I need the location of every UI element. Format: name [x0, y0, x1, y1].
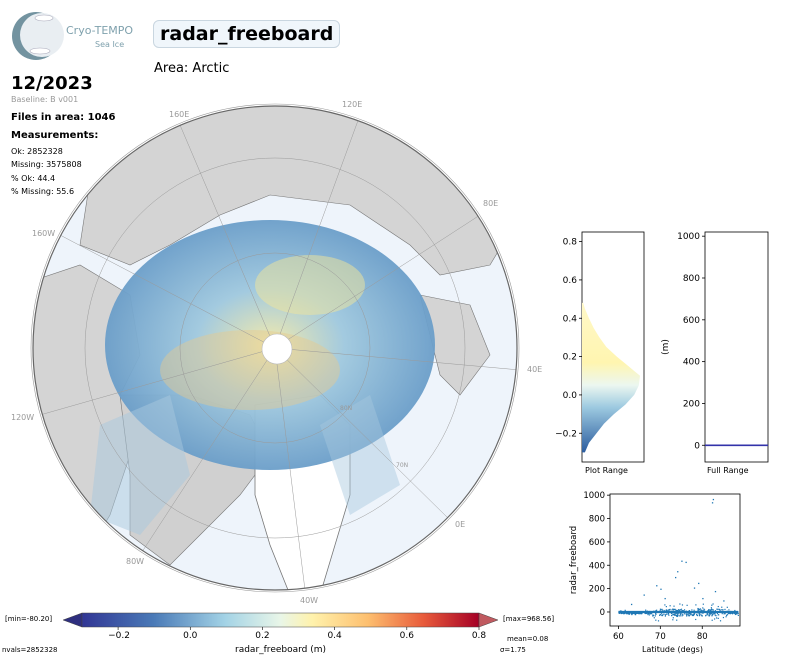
histogram-ytick-label: −0.2 [555, 429, 577, 439]
histogram-ytick-label: 0.0 [563, 391, 578, 401]
full-range-ytick-label: 800 [683, 274, 700, 284]
full-range-ytick-label: 0 [694, 441, 700, 451]
land-scandinavia [419, 294, 491, 396]
colorbar [62, 612, 499, 630]
colorbar-mean-text: mean=0.08 [507, 635, 549, 643]
lon-label-160e: 160E [169, 110, 190, 119]
lon-label-120e: 120E [342, 100, 363, 109]
colorbar-tick-label: 0.8 [471, 631, 487, 641]
scatter-point [677, 571, 679, 573]
measurements-heading: Measurements: [11, 130, 99, 141]
lat-label-80n: 80N [340, 405, 353, 412]
scatter-point [656, 585, 658, 587]
variable-title: radar_freeboard [153, 20, 341, 48]
full-range-ytick-label: 1000 [677, 232, 700, 242]
lon-label-80w: 80W [126, 557, 145, 566]
scatter-xlabel: Latitude (degs) [642, 645, 703, 654]
full-range-ytick-label: 600 [683, 316, 700, 326]
colorbar-tick-label: 0.2 [255, 631, 270, 641]
full-range-ytick-label: 400 [683, 358, 700, 368]
files-count: Files in area: 1046 [11, 112, 116, 123]
area-label: Area: Arctic [154, 61, 230, 76]
lon-label-40w: 40W [300, 596, 319, 605]
latitude-scatter-plot: 0 200 400 600 800 1000 60 70 80 radar_freeboard [569, 491, 741, 642]
colorbar-tick-label: 0.0 [183, 631, 198, 641]
logo-subtitle: Sea Ice [95, 40, 125, 49]
lon-label-160w: 160W [32, 229, 56, 238]
scatter-xtick-label: 60 [613, 632, 624, 642]
measurements-pct-missing: % Missing: 55.6 [11, 187, 75, 196]
scatter-point [643, 594, 645, 596]
full-range-ytick-label: 200 [683, 399, 700, 409]
measurements-missing: Missing: 3575808 [11, 160, 82, 169]
full-range-label: Full Range [707, 466, 749, 475]
scatter-point [675, 576, 677, 579]
lon-label-120w: 120W [11, 413, 35, 422]
measurements-ok: Ok: 2852328 [11, 147, 63, 156]
lon-label-40e: 40E [527, 365, 543, 374]
histogram-ytick-label: 0.2 [563, 353, 577, 363]
scatter-ytick-label: 1000 [583, 491, 605, 501]
lon-label-80e: 80E [483, 199, 499, 208]
scatter-point [630, 603, 633, 606]
colorbar-tick-label: 0.4 [327, 631, 342, 641]
scatter-point [681, 560, 683, 562]
scatter-point [702, 597, 704, 600]
polar-map [30, 103, 520, 593]
scatter-ytick-label: 800 [589, 515, 605, 525]
colorbar-label: radar_freeboard (m) [235, 645, 327, 655]
colorbar-max-arrow [478, 612, 499, 628]
date-label: 12/2023 [11, 73, 93, 94]
plot-range-histogram: −0.2 0.0 0.2 0.4 0.6 0.8 [555, 231, 645, 463]
scatter-ytick-label: 400 [589, 561, 605, 571]
colorbar-tick-label: −0.2 [108, 631, 130, 641]
colorbar-nvals-text: nvals=2852328 [2, 646, 58, 654]
scatter-point [723, 600, 725, 602]
colorbar-min-arrow [62, 612, 83, 628]
full-range-frame [704, 231, 769, 463]
histogram-ytick-label: 0.8 [563, 238, 578, 248]
logo-name: Cryo-TEMPO [66, 24, 134, 37]
scatter-frame [609, 493, 741, 627]
plot-range-label: Plot Range [585, 466, 628, 475]
full-range-ylabel: (m) [661, 339, 671, 355]
scatter-ytick-label: 0 [600, 608, 605, 618]
cryo-tempo-logo [12, 12, 64, 60]
scatter-ylabel: radar_freeboard [569, 526, 579, 594]
scatter-point [711, 502, 714, 504]
lon-label-0e: 0E [455, 520, 466, 529]
scatter-ytick-label: 600 [589, 538, 605, 548]
scatter-xtick-label: 80 [697, 632, 708, 642]
lat-label-70n: 70N [396, 462, 409, 469]
scatter-point [664, 597, 666, 600]
scatter-point [660, 588, 662, 590]
scatter-ytick-label: 200 [589, 585, 605, 595]
full-range-plot: 0 200 400 600 800 1000 (m) [661, 231, 769, 463]
colorbar-max-text: [max=968.56] [503, 615, 555, 623]
histogram-ytick-label: 0.4 [563, 314, 578, 324]
baseline-label: Baseline: B v001 [11, 95, 79, 104]
scatter-point [714, 590, 717, 593]
colorbar-min-text: [min=-80.20] [5, 615, 53, 623]
histogram-area [582, 302, 640, 453]
histogram-ytick-label: 0.6 [563, 276, 578, 286]
scatter-xtick-label: 70 [655, 632, 666, 642]
colorbar-sigma-text: σ=1.75 [500, 646, 526, 654]
scatter-point [712, 498, 715, 501]
pole-hole [261, 333, 293, 365]
measurements-pct-ok: % Ok: 44.4 [11, 174, 56, 183]
colorbar-tick-label: 0.6 [399, 631, 414, 641]
scatter-point [685, 561, 687, 564]
colorbar-gradient [81, 612, 480, 628]
scatter-point [698, 582, 700, 585]
scatter-point [693, 587, 696, 589]
